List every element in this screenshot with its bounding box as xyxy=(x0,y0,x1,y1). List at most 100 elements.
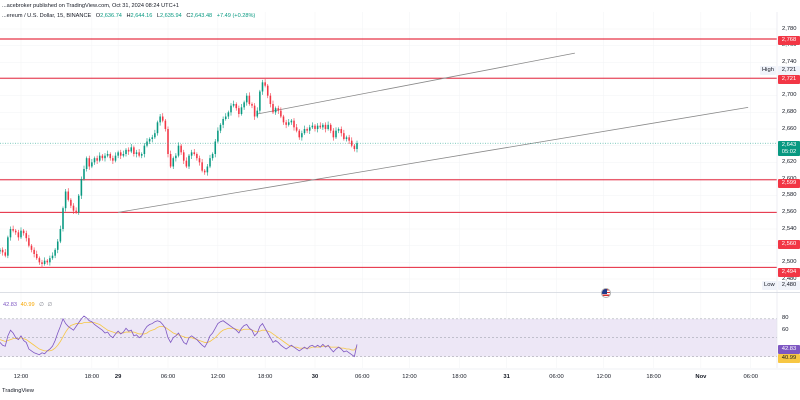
candle-body xyxy=(130,147,133,152)
rsi-tick-80: 80 xyxy=(782,315,788,321)
brand-text: TradingView xyxy=(2,388,34,394)
candle-body xyxy=(261,82,264,92)
candle-body xyxy=(127,149,130,152)
candle-body xyxy=(230,105,232,113)
candle-body xyxy=(28,238,30,246)
candle-body xyxy=(161,116,164,121)
candle-body xyxy=(122,154,125,156)
price-tick-label: 2,600 xyxy=(782,176,797,182)
candle-body xyxy=(43,260,46,264)
trend-lines[interactable] xyxy=(118,52,749,213)
trend-line[interactable] xyxy=(257,52,575,115)
candle-body xyxy=(104,155,106,159)
candle-body xyxy=(143,145,146,154)
candle-body xyxy=(266,85,269,96)
price-tick-label: 2,480 xyxy=(782,275,797,282)
time-tick-label: 18:00 xyxy=(452,374,467,380)
candle-body xyxy=(33,249,35,254)
candle-body xyxy=(41,262,43,264)
time-tick-label: 18:00 xyxy=(646,374,661,380)
candle-body xyxy=(337,129,340,131)
candle-body xyxy=(17,232,20,238)
price-tick-label: 2,620 xyxy=(782,158,797,165)
price-tick-label: 2,780 xyxy=(782,25,797,32)
candle-body xyxy=(259,91,261,111)
level-tag-2599[interactable]: 2,599 xyxy=(778,179,800,188)
candle-body xyxy=(117,152,119,156)
candle-body xyxy=(119,152,122,156)
us-flag-icon[interactable] xyxy=(601,288,611,298)
candle-body xyxy=(167,129,169,154)
candle-body xyxy=(159,116,161,123)
candle-body xyxy=(217,130,219,142)
chart-grid xyxy=(0,12,777,368)
candle-body xyxy=(22,230,25,234)
candle-body xyxy=(62,208,64,229)
level-tag-2560[interactable]: 2,560 xyxy=(778,240,800,249)
level-tag-2721[interactable]: 2,721 xyxy=(778,75,800,84)
time-tick-label: 12:00 xyxy=(13,374,29,380)
time-tick-label: 12:00 xyxy=(210,374,226,380)
high-value: 2,644.16 xyxy=(130,13,153,19)
candle-body xyxy=(203,170,206,173)
price-tick-label: 2,540 xyxy=(782,225,797,232)
candle-body xyxy=(311,125,314,128)
candle-body xyxy=(251,104,253,106)
trend-line[interactable] xyxy=(118,106,749,213)
candle-body xyxy=(185,160,188,167)
candle-body xyxy=(151,137,154,139)
time-tick-label: 12:00 xyxy=(402,374,417,380)
horizontal-levels[interactable] xyxy=(0,38,777,268)
candle-body xyxy=(206,166,209,173)
candle-body xyxy=(75,210,77,213)
price-tick-label: 2,700 xyxy=(782,92,797,99)
candle-body xyxy=(93,158,96,163)
candle-body xyxy=(238,108,240,114)
candle-body xyxy=(101,155,104,159)
candle-body xyxy=(85,158,88,169)
candle-body xyxy=(293,120,295,128)
candle-body xyxy=(175,155,177,159)
open-label: O xyxy=(95,13,101,19)
candle-body xyxy=(98,155,101,161)
candle-body xyxy=(54,249,56,256)
level-tag-text: 2,721 xyxy=(781,76,797,82)
candle-body xyxy=(198,158,201,163)
candle-body xyxy=(169,154,172,167)
candle-body xyxy=(109,154,112,159)
high-marker-value: 2,721 xyxy=(778,66,800,75)
candlesticks xyxy=(0,79,777,268)
candle-body xyxy=(319,125,322,128)
symbol-title[interactable]: ...ereum / U.S. Dollar, 15, BINANCE xyxy=(2,13,92,19)
candle-body xyxy=(190,152,193,156)
price-tick-label: 2,560 xyxy=(782,208,797,215)
candle-body xyxy=(253,105,256,117)
candle-body xyxy=(88,158,91,167)
level-tag-2494[interactable]: 2,494 xyxy=(778,268,800,277)
candle-body xyxy=(356,143,358,149)
time-tick-label: 06:00 xyxy=(743,374,759,380)
candle-body xyxy=(7,237,9,256)
time-tick-label: Nov xyxy=(695,374,707,380)
open-value: 2,636.74 xyxy=(100,13,122,19)
candle-body xyxy=(125,149,127,154)
candle-body xyxy=(133,147,135,154)
candle-body xyxy=(112,158,114,161)
rsi-ma-line xyxy=(0,322,358,352)
candle-body xyxy=(209,158,211,167)
candle-body xyxy=(248,95,251,104)
level-tag-2768[interactable]: 2,768 xyxy=(778,36,800,45)
candle-body xyxy=(285,122,287,125)
candle-body xyxy=(298,130,301,138)
candle-body xyxy=(9,229,12,238)
candle-body xyxy=(177,145,180,156)
candle-body xyxy=(214,141,217,154)
candle-body xyxy=(188,155,190,167)
candle-body xyxy=(245,95,248,103)
price-tick-label: 2,760 xyxy=(782,42,797,49)
candle-body xyxy=(193,152,196,154)
candle-body xyxy=(282,116,285,123)
candle-body xyxy=(256,110,259,117)
symbol-header: ...ereum / U.S. Dollar, 15, BINANCE O2,6… xyxy=(2,12,255,20)
